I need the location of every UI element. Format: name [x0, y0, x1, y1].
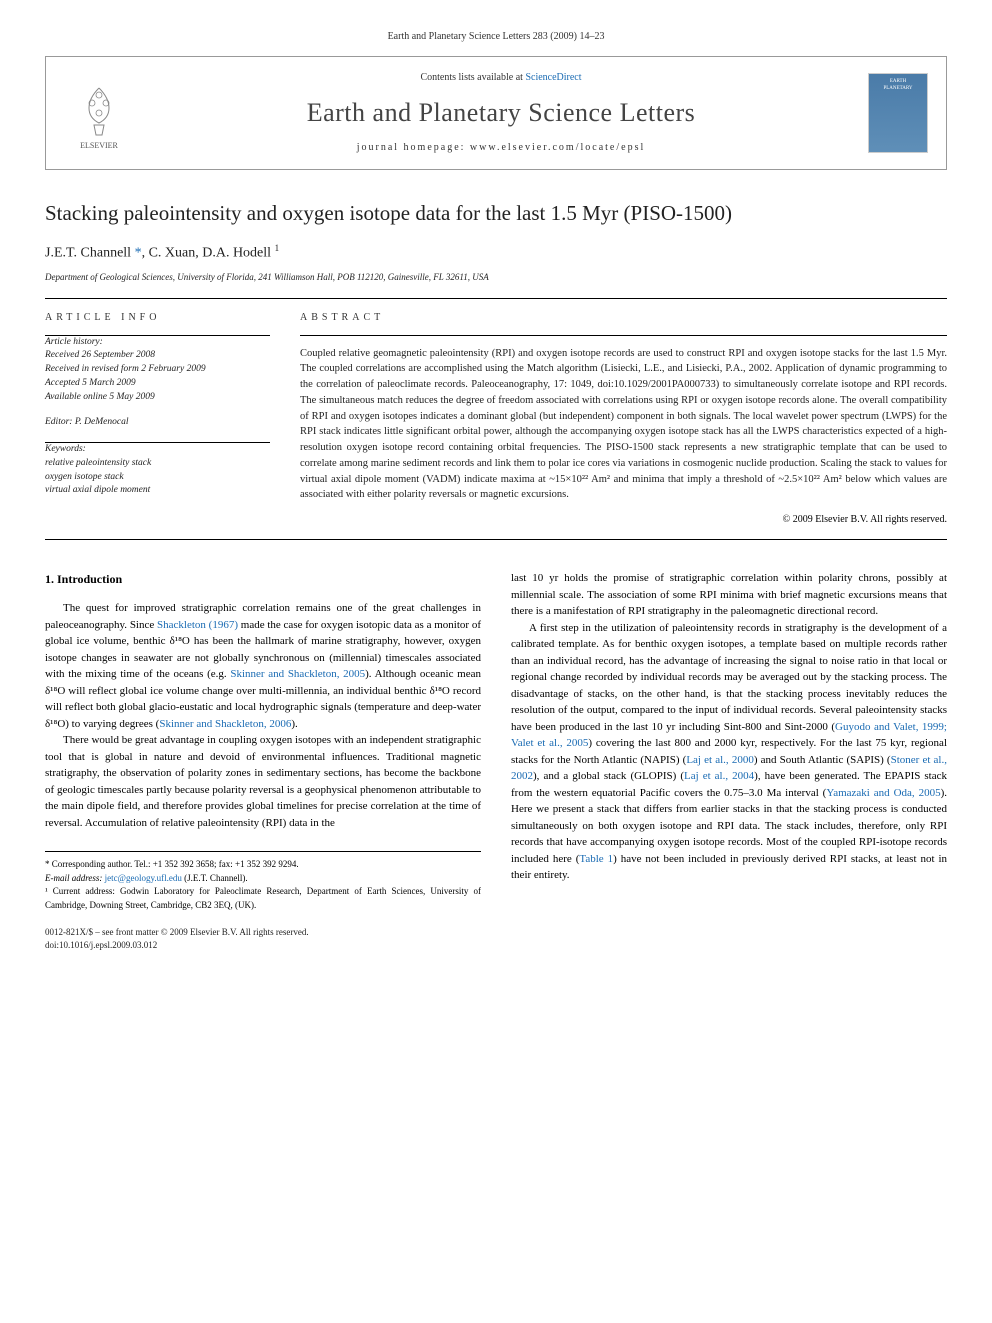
- section-heading-1: 1. Introduction: [45, 570, 481, 588]
- keyword-3: virtual axial dipole moment: [45, 484, 270, 498]
- history-received: Received 26 September 2008: [45, 349, 270, 363]
- abstract-text: Coupled relative geomagnetic paleointens…: [300, 346, 947, 504]
- keyword-1: relative paleointensity stack: [45, 457, 270, 471]
- footnotes-block: * Corresponding author. Tel.: +1 352 392…: [45, 851, 481, 912]
- issn-line: 0012-821X/$ – see front matter © 2009 El…: [45, 926, 481, 939]
- history-revised: Received in revised form 2 February 2009: [45, 363, 270, 377]
- editor-line: Editor: P. DeMenocal: [45, 416, 270, 430]
- article-title: Stacking paleointensity and oxygen isoto…: [45, 200, 947, 227]
- citation-header: Earth and Planetary Science Letters 283 …: [45, 30, 947, 44]
- abstract-label: ABSTRACT: [300, 311, 947, 325]
- body-column-left: 1. Introduction The quest for improved s…: [45, 570, 481, 951]
- history-label: Article history:: [45, 336, 270, 350]
- email-suffix: (J.E.T. Channell).: [184, 873, 248, 883]
- keyword-2: oxygen isotope stack: [45, 471, 270, 485]
- email-label: E-mail address:: [45, 873, 102, 883]
- body-para-4: A first step in the utilization of paleo…: [511, 620, 947, 884]
- affiliation: Department of Geological Sciences, Unive…: [45, 271, 947, 284]
- journal-header-box: ELSEVIER Contents lists available at Sci…: [45, 56, 947, 170]
- divider-top: [45, 298, 947, 299]
- email-link[interactable]: jetc@geology.ufl.edu: [105, 873, 182, 883]
- contents-prefix: Contents lists available at: [420, 72, 525, 83]
- body-two-column: 1. Introduction The quest for improved s…: [45, 570, 947, 951]
- abstract-divider: [300, 335, 947, 336]
- history-accepted: Accepted 5 March 2009: [45, 377, 270, 391]
- article-history-block: Article history: Received 26 September 2…: [45, 336, 270, 405]
- info-abstract-row: ARTICLE INFO Article history: Received 2…: [45, 311, 947, 528]
- journal-cover-thumb: EARTH PLANETARY: [868, 73, 928, 153]
- article-info-column: ARTICLE INFO Article history: Received 2…: [45, 311, 270, 528]
- keywords-label: Keywords:: [45, 443, 270, 457]
- corr-author-footnote: * Corresponding author. Tel.: +1 352 392…: [45, 858, 481, 872]
- body-para-3: last 10 yr holds the promise of stratigr…: [511, 570, 947, 620]
- header-center: Contents lists available at ScienceDirec…: [134, 71, 868, 155]
- journal-name: Earth and Planetary Science Letters: [154, 95, 848, 131]
- article-info-label: ARTICLE INFO: [45, 311, 270, 325]
- keywords-block: Keywords: relative paleointensity stack …: [45, 443, 270, 498]
- homepage-line: journal homepage: www.elsevier.com/locat…: [154, 141, 848, 155]
- authors-line: J.E.T. Channell *, C. Xuan, D.A. Hodell …: [45, 242, 947, 263]
- history-online: Available online 5 May 2009: [45, 391, 270, 405]
- email-footnote: E-mail address: jetc@geology.ufl.edu (J.…: [45, 872, 481, 886]
- divider-mid: [45, 539, 947, 540]
- publisher-logo: ELSEVIER: [64, 76, 134, 151]
- corr-author-marker[interactable]: *: [135, 245, 142, 260]
- abstract-copyright: © 2009 Elsevier B.V. All rights reserved…: [300, 513, 947, 527]
- address-footnote: ¹ Current address: Godwin Laboratory for…: [45, 885, 481, 912]
- author-footnote-1: 1: [275, 243, 280, 253]
- publisher-label: ELSEVIER: [80, 140, 118, 151]
- contents-available-line: Contents lists available at ScienceDirec…: [154, 71, 848, 85]
- bottom-meta: 0012-821X/$ – see front matter © 2009 El…: [45, 926, 481, 951]
- thumb-text-2: PLANETARY: [883, 85, 912, 92]
- elsevier-tree-icon: [74, 83, 124, 138]
- doi-line: doi:10.1016/j.epsl.2009.03.012: [45, 939, 481, 952]
- body-para-1: The quest for improved stratigraphic cor…: [45, 600, 481, 732]
- sciencedirect-link[interactable]: ScienceDirect: [525, 72, 581, 83]
- abstract-column: ABSTRACT Coupled relative geomagnetic pa…: [300, 311, 947, 528]
- body-column-right: last 10 yr holds the promise of stratigr…: [511, 570, 947, 951]
- body-para-2: There would be great advantage in coupli…: [45, 732, 481, 831]
- thumb-text-1: EARTH: [890, 78, 906, 85]
